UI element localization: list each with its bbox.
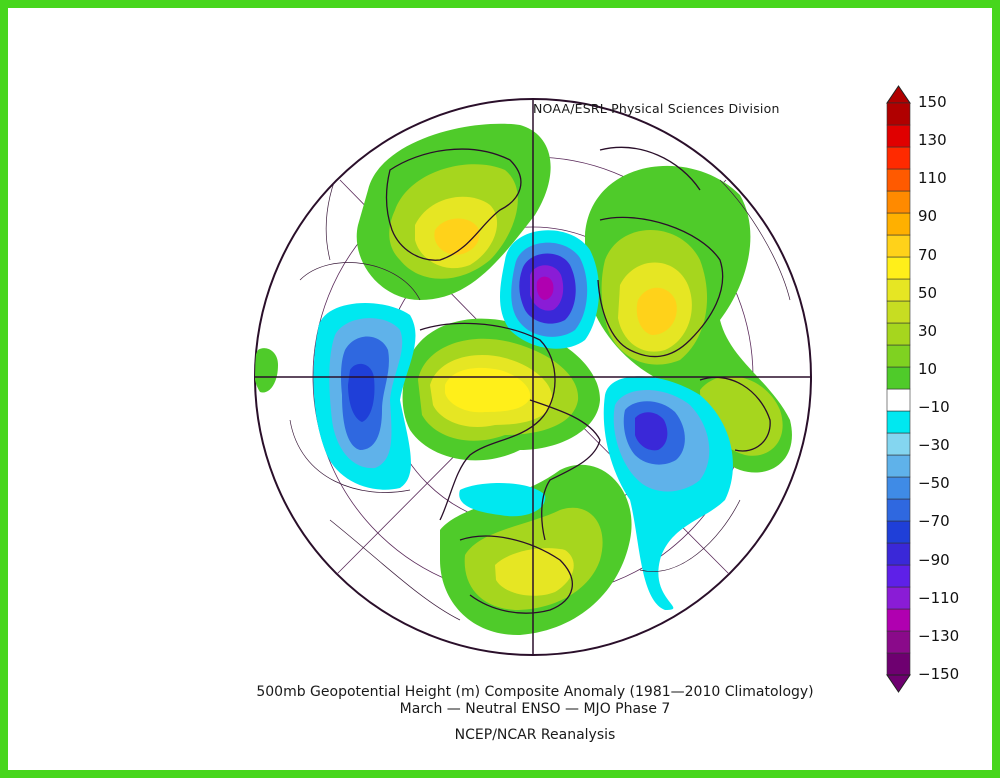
colorbar-swatch <box>886 190 911 214</box>
colorbar-swatch <box>886 102 911 126</box>
colorbar-label: −10 <box>918 398 950 417</box>
caption-line-3: NCEP/NCAR Reanalysis <box>454 727 616 743</box>
colorbar-swatch <box>886 520 911 544</box>
colorbar-swatch <box>886 432 911 456</box>
colorbar-swatch <box>886 454 911 478</box>
colorbar-label: 50 <box>918 283 938 302</box>
colorbar-swatch <box>886 366 911 390</box>
positive-anomaly-asia <box>585 165 792 473</box>
colorbar-label: 130 <box>918 131 947 150</box>
colorbar-swatch <box>886 586 911 610</box>
colorbar-label: 70 <box>918 245 938 264</box>
caption-line-2: March — Neutral ENSO — MJO Phase 7 <box>399 701 671 717</box>
colorbar-swatch <box>886 212 911 236</box>
colorbar-top-arrow <box>886 85 911 104</box>
colorbar-swatch <box>886 476 911 500</box>
colorbar-swatch <box>886 498 911 522</box>
anomaly-field <box>255 99 811 655</box>
coastlines <box>385 146 771 614</box>
globe <box>254 98 812 656</box>
negative-anomaly-small <box>459 483 546 517</box>
colorbar-label: −30 <box>918 436 950 455</box>
negative-anomaly-pacific <box>603 376 733 610</box>
colorbar-swatch <box>886 344 911 368</box>
colorbar-swatch <box>886 542 911 566</box>
colorbar-label: 30 <box>918 321 938 340</box>
colorbar-label: −70 <box>918 512 950 531</box>
positive-anomaly-north-america <box>402 318 600 461</box>
colorbar-swatch <box>886 278 911 302</box>
colorbar-label: 150 <box>918 93 947 111</box>
colorbar-bottom-arrow <box>886 674 911 693</box>
colorbar-swatch <box>886 410 911 434</box>
colorbar-label: −110 <box>918 588 960 607</box>
caption-line-1: 500mb Geopotential Height (m) Composite … <box>256 684 814 700</box>
colorbar-swatch <box>886 630 911 654</box>
colorbar-swatch <box>886 564 911 588</box>
positive-anomaly-small <box>255 348 278 393</box>
colorbar-swatch <box>886 322 911 346</box>
negative-anomaly-pole <box>500 230 600 349</box>
colorbar-label: −150 <box>918 665 960 683</box>
colorbar-swatch <box>886 256 911 280</box>
colorbar-swatch <box>886 124 911 148</box>
colorbar-label: −130 <box>918 626 960 645</box>
colorbar-swatch <box>886 608 911 632</box>
colorbar-swatch <box>886 234 911 258</box>
positive-anomaly-north-atlantic <box>356 123 551 301</box>
colorbar-swatch <box>886 146 911 170</box>
colorbar <box>886 85 911 693</box>
contour-lines <box>289 139 791 621</box>
crosshair <box>255 99 811 655</box>
colorbar-swatch <box>886 388 911 412</box>
colorbar-swatch <box>886 168 911 192</box>
colorbar-label: 10 <box>918 359 938 378</box>
colorbar-label: 110 <box>918 169 947 188</box>
colorbar-label: −90 <box>918 550 950 569</box>
colorbar-label: −50 <box>918 474 950 493</box>
negative-anomaly-atlantic <box>313 303 416 490</box>
credit-text: NOAA/ESRL Physical Sciences Division <box>533 101 780 116</box>
colorbar-swatch <box>886 300 911 324</box>
colorbar-swatch <box>886 652 911 676</box>
colorbar-label: 90 <box>918 207 938 226</box>
